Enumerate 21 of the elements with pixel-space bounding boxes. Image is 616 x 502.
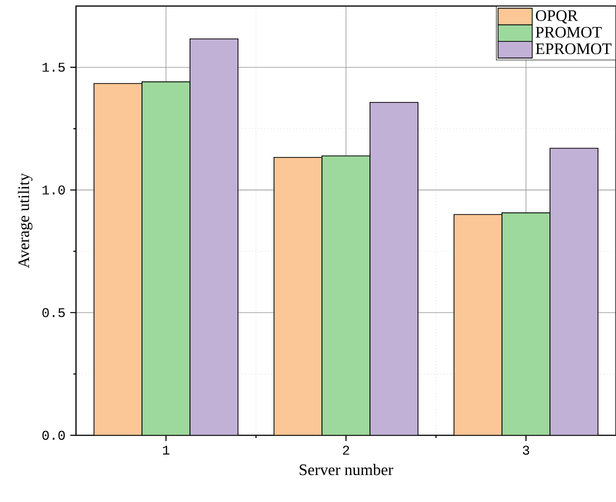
y-tick-label: 0.0: [42, 430, 65, 440]
bar: [274, 157, 322, 436]
x-tick-label: 2: [342, 446, 350, 455]
legend-label: PROMOT: [536, 26, 602, 38]
bar: [502, 212, 550, 436]
y-axis-title: Average utility: [18, 173, 32, 268]
bar: [454, 214, 502, 436]
y-tick-label: 0.5: [42, 308, 65, 318]
x-axis-title: Server number: [300, 464, 394, 476]
y-tick-label: 1.0: [42, 185, 65, 195]
bar: [94, 83, 142, 436]
x-tick-label: 3: [522, 446, 530, 455]
bar: [322, 156, 370, 436]
x-tick-label: 1: [162, 446, 170, 455]
legend-label: EPROMOT: [536, 43, 612, 54]
legend-label: OPQR: [536, 10, 578, 24]
bar: [142, 81, 190, 436]
y-tick-label: 1.5: [42, 62, 65, 72]
bar: [550, 148, 598, 436]
bar: [370, 102, 418, 436]
bar: [190, 38, 238, 436]
